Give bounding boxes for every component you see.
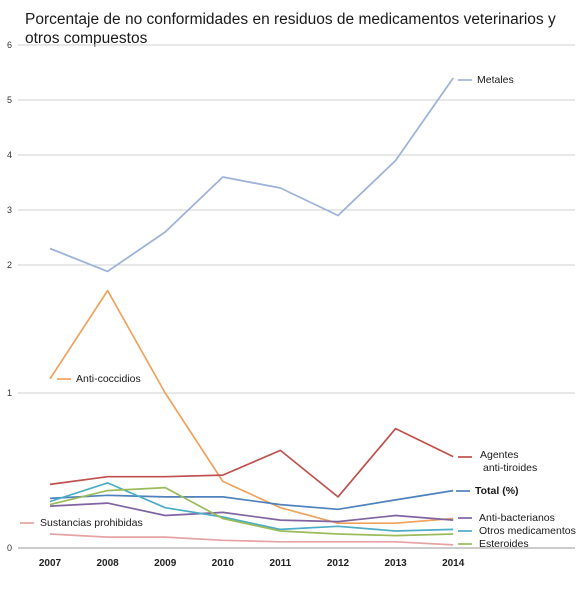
x-tick-label-2011: 2011 <box>270 558 292 569</box>
y-tick-label-4: 4 <box>7 150 12 160</box>
series-label-total: Total (%) <box>475 485 519 497</box>
series-label-esteroides: Esteroides <box>479 538 529 550</box>
series-label-otros-medicamentos: Otros medicamentos <box>479 525 576 537</box>
series-line-esteroides <box>49 486 454 537</box>
x-tick-label-2008: 2008 <box>96 558 119 569</box>
chart-title: Porcentaje de no conformidades en residu… <box>25 11 556 47</box>
x-tick-label-2010: 2010 <box>212 558 235 569</box>
y-tick-label-0: 0 <box>7 543 12 553</box>
series-lines <box>49 77 454 546</box>
series-line-anti-bacterianos <box>49 502 454 523</box>
series-label-anti-bacterianos: Anti-bacterianos <box>479 512 555 524</box>
series-line-sustancias-prohibidas <box>49 533 454 546</box>
x-tick-label-2014: 2014 <box>442 558 465 569</box>
series-label-anti-coccidios: Anti-coccidios <box>76 373 141 385</box>
series-labels: Metales Anti-coccidios Agentesanti-tiroide… <box>20 74 576 550</box>
series-label-metales: Metales <box>477 74 514 86</box>
series-label-agentes-anti-tiroides-line2: anti-tiroides <box>483 462 537 474</box>
x-tick-label-2013: 2013 <box>384 558 407 569</box>
series-line-metales <box>49 77 454 273</box>
series-line-otros-medicamentos <box>49 482 454 532</box>
y-tick-label-1: 1 <box>7 388 12 398</box>
series-line-anti-coccidios <box>49 289 454 525</box>
series-label-agentes-anti-tiroides: Agentes <box>480 449 519 461</box>
y-tick-label-3: 3 <box>7 205 12 215</box>
series-line-agentes-anti-tiroides <box>49 427 454 498</box>
y-tick-label-2: 2 <box>7 260 12 270</box>
y-tick-label-6: 6 <box>7 40 12 50</box>
series-line-total <box>49 489 454 511</box>
y-tick-label-5: 5 <box>7 95 12 105</box>
x-tick-label-2009: 2009 <box>154 558 177 569</box>
x-tick-label-2007: 2007 <box>39 558 62 569</box>
series-label-sustancias-prohibidas: Sustancias prohibidas <box>40 517 143 529</box>
gridlines <box>18 44 575 549</box>
x-tick-label-2012: 2012 <box>327 558 350 569</box>
axes: 0 1 2 3 4 5 6 2007 2008 2009 2010 2011 2012 2013 2014 <box>7 40 465 569</box>
